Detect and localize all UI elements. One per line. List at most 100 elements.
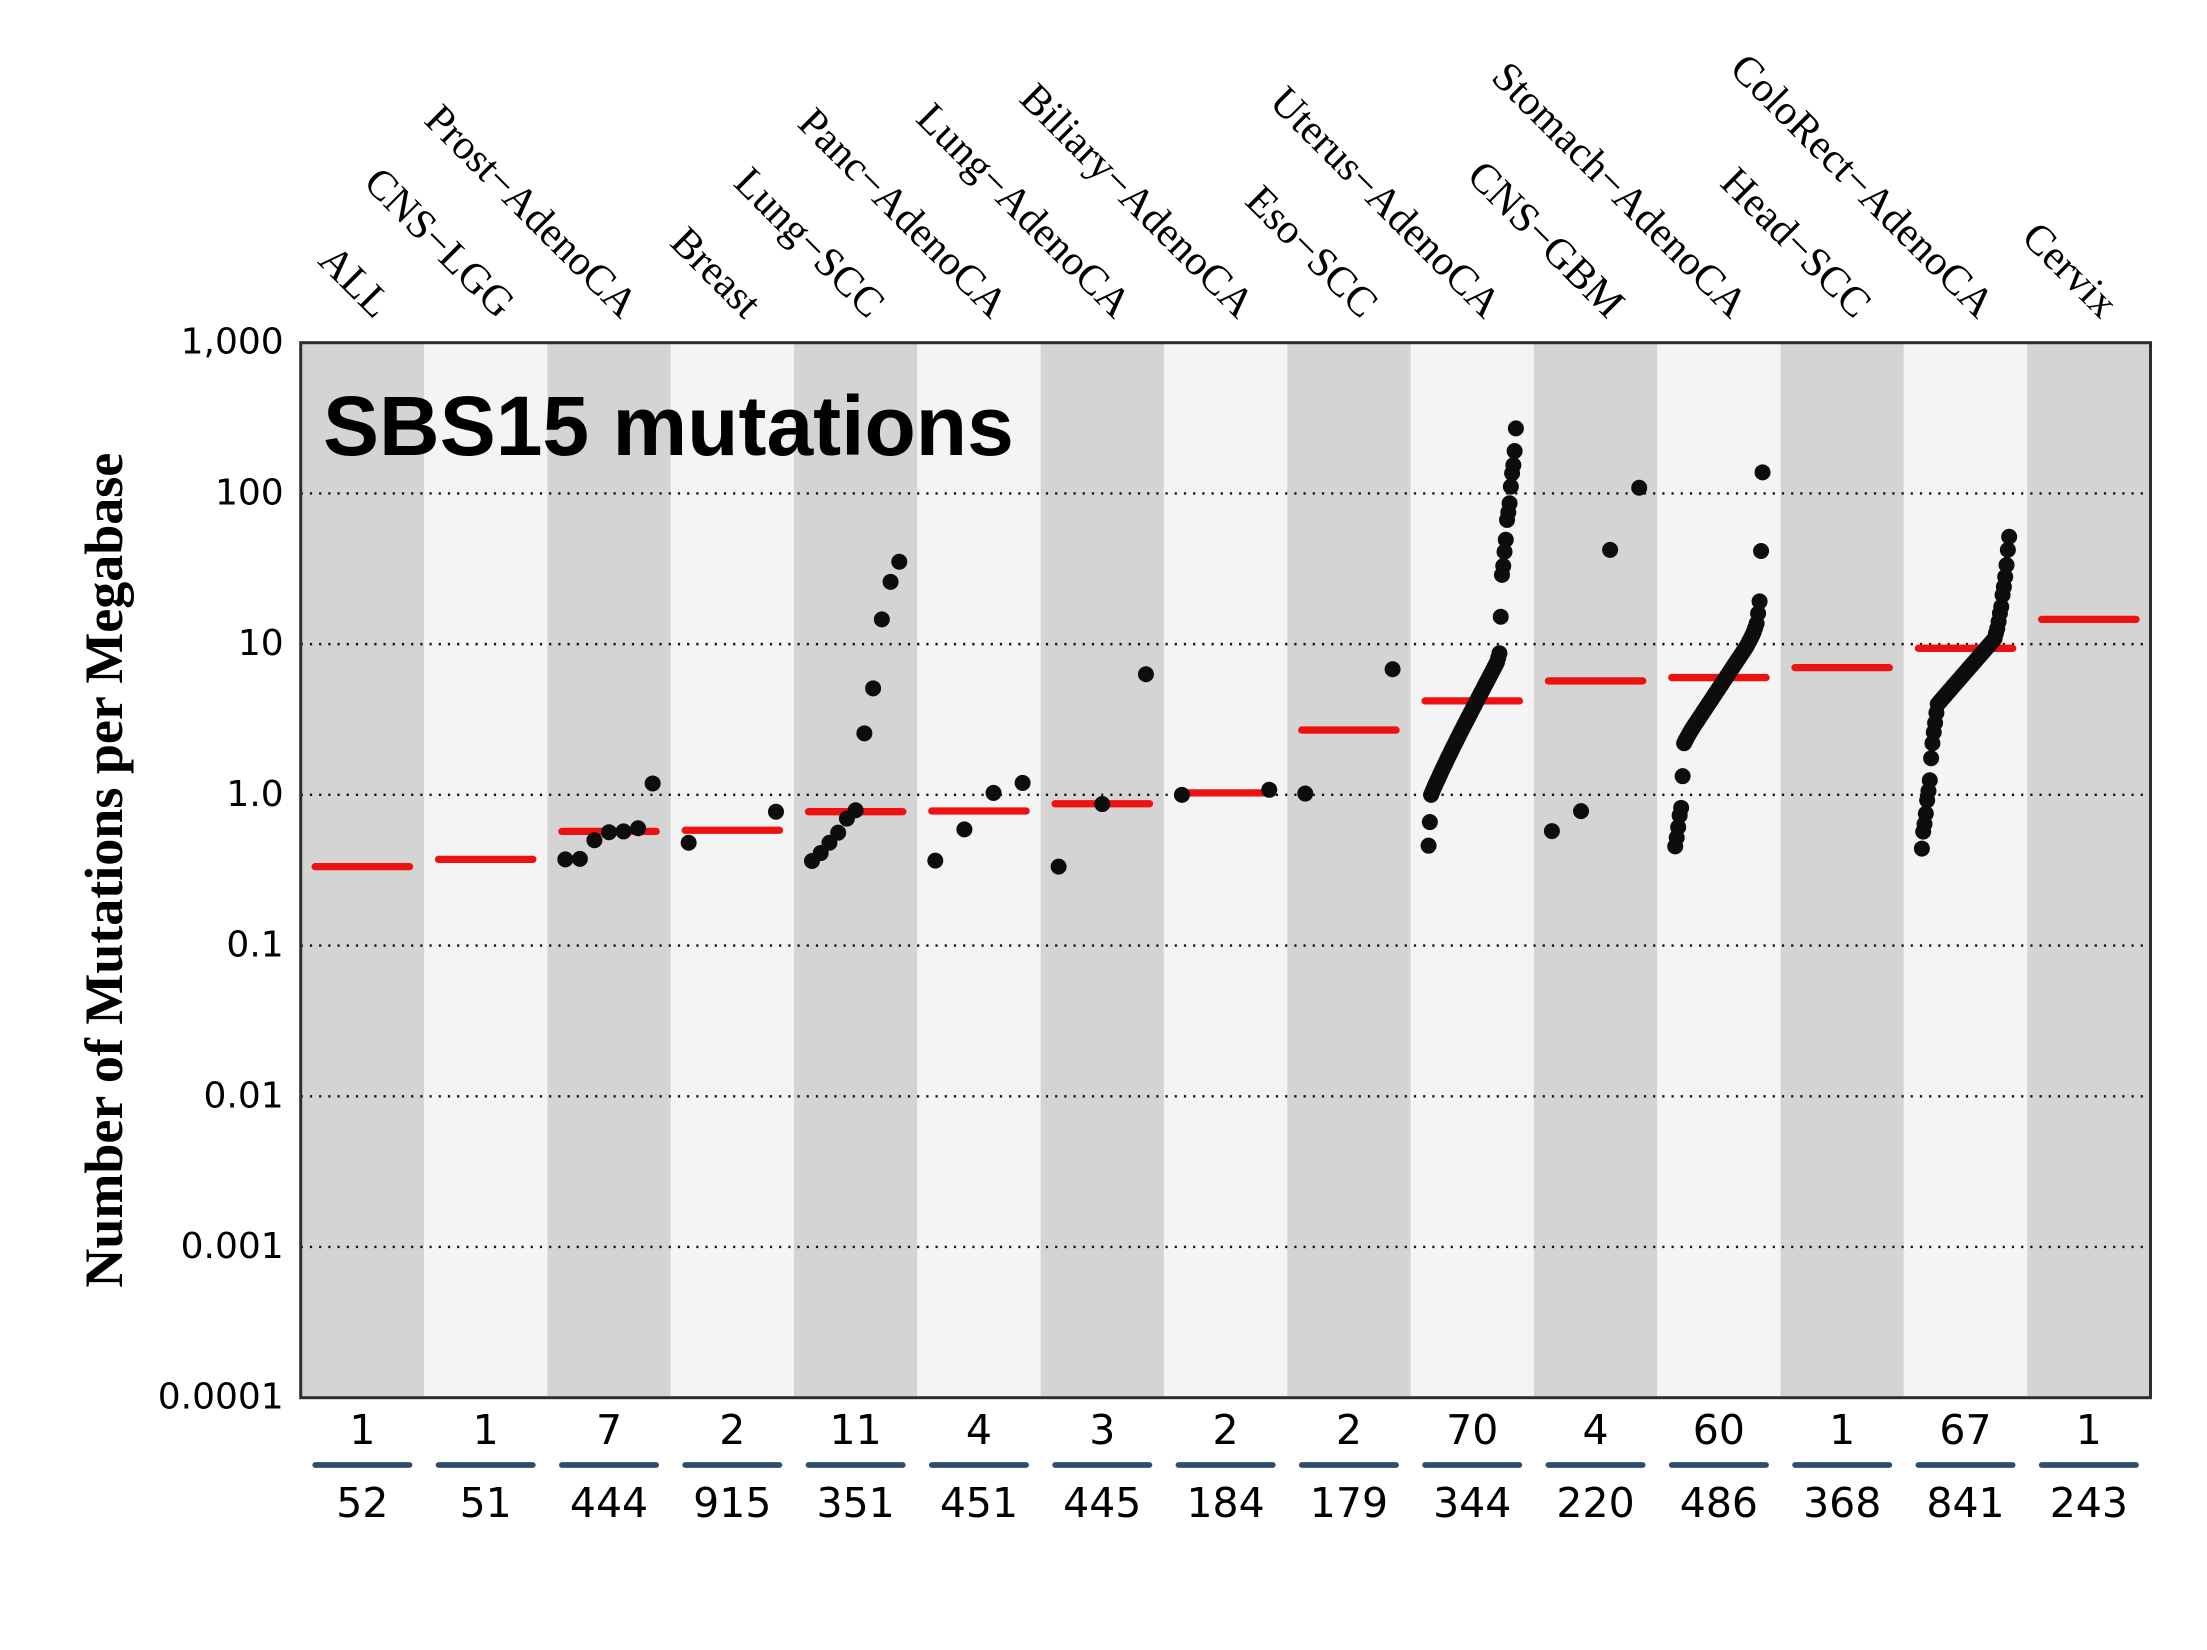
sample-counts: 1521517444291511351445134452184217970344… [312, 1406, 2139, 1527]
column-label: Uterus−AdenoCA [1261, 78, 1510, 327]
data-dot [1094, 796, 1111, 813]
data-dot [956, 821, 973, 838]
data-dot [985, 784, 1002, 801]
data-points [557, 420, 2018, 875]
data-dot [1997, 568, 2014, 585]
count-total: 445 [1063, 1479, 1141, 1527]
column-label: Breast [661, 219, 770, 328]
data-dot [1492, 608, 1509, 625]
y-axis-title: Number of Mutations per Megabase [74, 453, 134, 1288]
y-tick-label: 1.0 [226, 774, 283, 815]
count-with-signature: 1 [349, 1406, 375, 1454]
data-dot [1602, 541, 1619, 558]
data-dot [1631, 479, 1648, 496]
column-band [1287, 342, 1411, 1398]
count-with-signature: 1 [1829, 1406, 1855, 1454]
y-tick-label: 100 [215, 472, 284, 513]
column-label: Panc−AdenoCA [789, 100, 1017, 328]
count-total: 243 [2050, 1479, 2128, 1527]
column-band [2027, 342, 2151, 1398]
data-dot [1674, 768, 1691, 785]
data-dot [1751, 593, 1768, 610]
column-label: Prost−AdenoCA [416, 96, 647, 327]
count-with-signature: 4 [966, 1406, 992, 1454]
count-total: 368 [1803, 1479, 1881, 1527]
data-dot [1999, 541, 2016, 558]
data-dot [1497, 531, 1514, 548]
data-dot [1507, 420, 1524, 437]
column-band [670, 342, 794, 1398]
data-dot [830, 824, 847, 841]
data-dot [601, 824, 617, 841]
data-dot [1921, 772, 1938, 789]
data-dot [1917, 805, 1934, 822]
y-tick-label: 0.001 [181, 1226, 284, 1267]
data-dot [891, 553, 908, 570]
data-dot [630, 820, 647, 837]
data-dot [1673, 799, 1690, 816]
column-band [917, 342, 1041, 1398]
data-dot [1923, 750, 1940, 767]
count-total: 915 [693, 1479, 771, 1527]
count-with-signature: 1 [473, 1406, 499, 1454]
count-with-signature: 70 [1446, 1406, 1498, 1454]
column-bands [300, 342, 2151, 1398]
data-dot [1421, 814, 1438, 831]
column-band [1780, 342, 1904, 1398]
data-dot [847, 802, 864, 819]
chart-title: SBS15 mutations [323, 379, 1014, 473]
data-dot [1750, 605, 1767, 622]
data-dot [1670, 819, 1687, 836]
count-total: 344 [1433, 1479, 1511, 1527]
count-total: 179 [1310, 1479, 1388, 1527]
data-dot [571, 850, 588, 867]
column-label: ALL [310, 237, 400, 327]
y-tick-label: 0.0001 [158, 1377, 284, 1418]
data-dot [1543, 823, 1560, 840]
count-with-signature: 1 [2076, 1406, 2102, 1454]
column-band [547, 342, 671, 1398]
data-dot [586, 832, 603, 849]
y-tick-label: 0.1 [226, 925, 283, 966]
data-dot [1993, 598, 2010, 615]
column-band [793, 342, 918, 1398]
data-dot [1420, 837, 1437, 854]
data-dot [1261, 781, 1278, 798]
count-with-signature: 4 [1583, 1406, 1609, 1454]
data-dot [2001, 528, 2018, 545]
plot-frame [299, 341, 2153, 1400]
count-total: 451 [940, 1479, 1018, 1527]
data-dot [1501, 495, 1518, 512]
count-total: 841 [1926, 1479, 2004, 1527]
data-dot [1753, 542, 1770, 559]
data-dot [1573, 803, 1590, 820]
data-dot [1496, 543, 1513, 560]
data-dot [1050, 858, 1067, 875]
data-dot [1998, 556, 2015, 573]
data-dot [1297, 785, 1314, 802]
count-with-signature: 67 [1939, 1406, 1991, 1454]
count-with-signature: 60 [1693, 1406, 1745, 1454]
count-total: 351 [817, 1479, 895, 1527]
count-with-signature: 11 [830, 1406, 882, 1454]
data-dot [1502, 478, 1519, 495]
data-dot [1913, 840, 1930, 857]
data-dot [927, 852, 944, 869]
column-band [424, 342, 548, 1398]
count-total: 52 [336, 1479, 388, 1527]
count-total: 486 [1680, 1479, 1758, 1527]
column-label: Biliary−AdenoCA [1011, 75, 1264, 328]
y-axis-tick-labels: 1,000 100 10 1.0 0.1 0.01 0.001 0.0001 [158, 322, 284, 1418]
column-band [1533, 342, 1658, 1398]
data-dot [1014, 774, 1031, 791]
count-with-signature: 2 [719, 1406, 745, 1454]
data-dot [1505, 457, 1522, 474]
data-dot [1137, 666, 1154, 683]
data-dot [767, 803, 784, 820]
count-with-signature: 2 [1336, 1406, 1362, 1454]
count-total: 51 [460, 1479, 512, 1527]
data-dot [557, 851, 574, 868]
